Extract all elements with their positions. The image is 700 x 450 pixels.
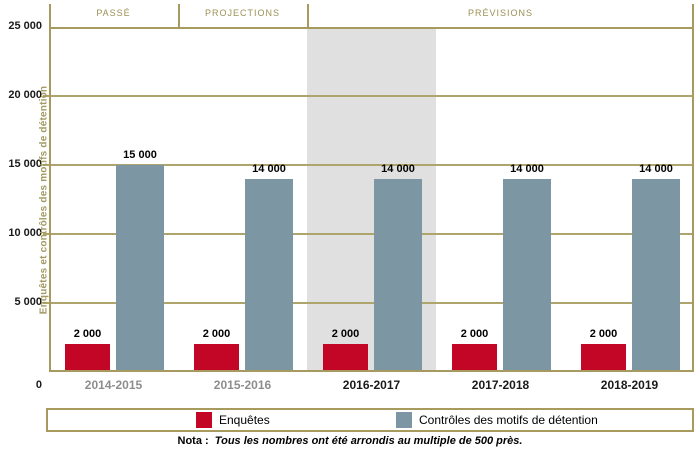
bar-enquetes-2017-2018 [452, 344, 497, 370]
bar-enquetes-2014-2015 [65, 344, 110, 370]
bar-value-controles-2014-2015: 15 000 [123, 149, 157, 161]
period-tick-0 [49, 4, 51, 27]
legend-item-enquetes: Enquêtes [196, 410, 270, 430]
period-tick-end [692, 4, 694, 27]
period-tick-1 [178, 4, 180, 27]
legend-item-controles: Contrôles des motifs de détention [396, 410, 598, 430]
gridline-15000 [43, 164, 694, 166]
gridline-5000 [43, 302, 694, 304]
legend: Enquêtes Contrôles des motifs de détentio… [46, 408, 694, 432]
legend-swatch-controles [396, 412, 412, 428]
legend-label-enquetes: Enquêtes [219, 413, 270, 427]
bar-enquetes-2016-2017 [323, 344, 368, 370]
bar-enquetes-2015-2016 [194, 344, 239, 370]
legend-label-controles: Contrôles des motifs de détention [419, 413, 598, 427]
bar-value-enquetes-2017-2018: 2 000 [460, 328, 489, 341]
y-tick-label-0: 0 [35, 379, 42, 391]
x-label-2017-2018: 2017-2018 [471, 378, 530, 392]
y-axis-title: Enquêtes et contrôles des motifs de déte… [38, 85, 50, 315]
legend-swatch-enquetes [196, 412, 212, 428]
y-tick-label-15000: 15 000 [8, 158, 42, 170]
gridline-20000 [43, 95, 694, 97]
period-tick-2 [307, 4, 309, 27]
period-label-0: PASSÉ [96, 8, 131, 18]
plot-border [49, 27, 694, 372]
bar-controles-2017-2018 [503, 178, 551, 370]
bar-controles-2014-2015 [116, 165, 164, 370]
bar-value-controles-2018-2019: 14 000 [639, 162, 673, 175]
bar-controles-2016-2017 [374, 178, 422, 370]
y-tick-label-5000: 5 000 [14, 296, 42, 308]
y-tick-label-20000: 20 000 [8, 89, 42, 101]
bar-controles-2018-2019 [632, 178, 680, 370]
bar-value-enquetes-2014-2015: 2 000 [73, 328, 102, 341]
bar-value-enquetes-2018-2019: 2 000 [589, 328, 618, 341]
bar-value-controles-2017-2018: 14 000 [510, 162, 544, 175]
x-label-2014-2015: 2014-2015 [84, 378, 143, 392]
x-label-2018-2019: 2018-2019 [600, 378, 659, 392]
note-prefix: Nota : [177, 435, 209, 447]
gridline-10000 [43, 233, 694, 235]
bar-value-enquetes-2016-2017: 2 000 [331, 328, 360, 341]
x-label-2016-2017: 2016-2017 [342, 378, 401, 392]
period-label-1: PROJECTIONS [204, 8, 280, 18]
period-label-2: PRÉVISIONS [467, 8, 533, 18]
bar-controles-2015-2016 [245, 178, 293, 370]
chart-note: Nota : Tous les nombres ont été arrondis… [0, 435, 700, 447]
bar-enquetes-2018-2019 [581, 344, 626, 370]
note-text: Tous les nombres ont été arrondis au mul… [214, 435, 523, 447]
bar-value-controles-2015-2016: 14 000 [252, 162, 286, 175]
y-tick-label-10000: 10 000 [8, 227, 42, 239]
bar-value-enquetes-2015-2016: 2 000 [202, 328, 231, 341]
x-label-2015-2016: 2015-2016 [213, 378, 272, 392]
bar-value-controles-2016-2017: 14 000 [381, 162, 415, 175]
y-tick-label-25000: 25 000 [8, 20, 42, 32]
